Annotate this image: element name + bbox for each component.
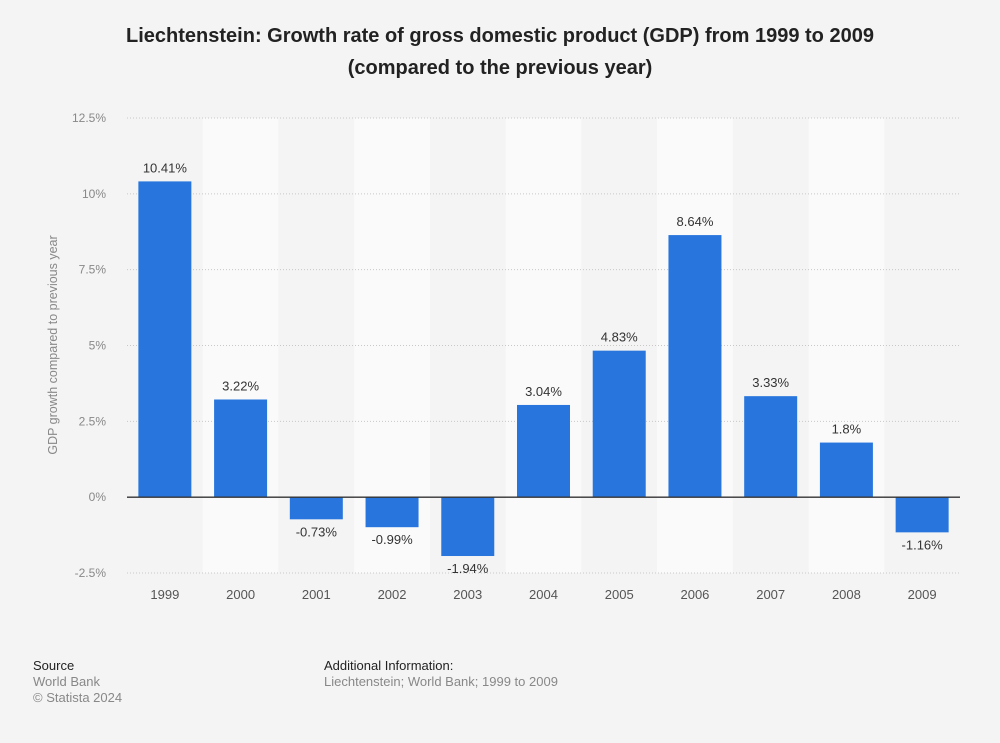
data-label: 3.22%: [222, 378, 259, 393]
source-heading: Source: [33, 658, 75, 673]
x-tick-label: 1999: [150, 587, 179, 602]
x-tick-label: 2001: [302, 587, 331, 602]
y-tick-label: -2.5%: [75, 566, 107, 580]
x-tick-label: 2003: [453, 587, 482, 602]
data-label: -1.94%: [447, 561, 489, 576]
data-label: -1.16%: [902, 537, 944, 552]
x-tick-label: 2005: [605, 587, 634, 602]
bar: [592, 350, 646, 498]
y-tick-label: 10%: [82, 187, 106, 201]
data-label: 10.41%: [143, 160, 188, 175]
y-tick-label: 0%: [89, 490, 107, 504]
bar: [289, 497, 343, 520]
column-band: [808, 118, 885, 573]
data-label: 1.8%: [832, 422, 862, 437]
additional-info-text: Liechtenstein; World Bank; 1999 to 2009: [324, 674, 558, 689]
data-label: 3.04%: [525, 384, 562, 399]
bar: [441, 497, 495, 557]
additional-info-heading: Additional Information:: [324, 658, 454, 673]
bar: [517, 404, 570, 498]
y-axis-label: GDP growth compared to previous year: [46, 235, 60, 454]
x-tick-label: 2007: [756, 587, 785, 602]
bar: [895, 497, 949, 533]
y-tick-label: 7.5%: [79, 263, 107, 277]
y-tick-label: 5%: [89, 339, 107, 353]
chart-title-line2: (compared to the previous year): [347, 57, 653, 79]
bar: [365, 497, 419, 528]
data-label: 8.64%: [677, 214, 714, 229]
source-block: Source World Bank © Statista 2024: [33, 658, 122, 706]
bar: [744, 396, 798, 498]
bar: [819, 442, 873, 498]
x-tick-label: 2006: [680, 587, 709, 602]
chart-title-line1: Liechtenstein: Growth rate of gross dome…: [126, 25, 874, 47]
y-tick-label: 12.5%: [72, 111, 106, 125]
column-band: [505, 118, 582, 573]
bar: [668, 235, 722, 498]
source-name[interactable]: World Bank: [33, 674, 100, 689]
x-tick-label: 2000: [226, 587, 255, 602]
x-tick-label: 2008: [832, 587, 861, 602]
additional-info-block: Additional Information: Liechtenstein; W…: [324, 658, 558, 690]
data-label: 3.33%: [752, 375, 789, 390]
bar: [138, 181, 192, 498]
data-label: 4.83%: [601, 330, 638, 345]
y-tick-label: 2.5%: [79, 414, 107, 428]
x-tick-label: 2004: [529, 587, 558, 602]
chart-title: Liechtenstein: Growth rate of gross dome…: [0, 20, 1000, 84]
bar: [214, 399, 268, 498]
data-label: -0.73%: [296, 524, 338, 539]
x-tick-label: 2002: [378, 587, 407, 602]
copyright: © Statista 2024: [33, 690, 123, 705]
x-tick-label: 2009: [908, 587, 937, 602]
data-label: -0.99%: [371, 532, 413, 547]
